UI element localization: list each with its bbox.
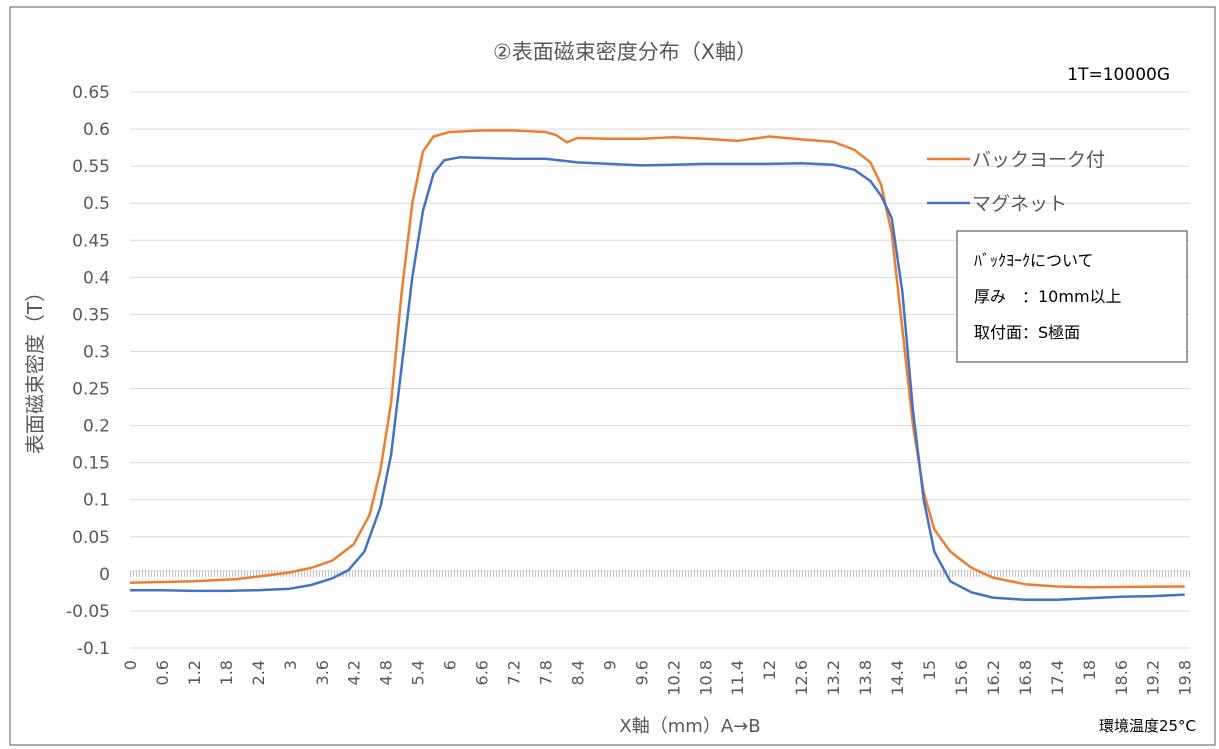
- y-tick-label: 0.45: [72, 231, 110, 251]
- x-tick-label: 2.4: [249, 660, 268, 685]
- x-tick-label: 9.6: [632, 660, 651, 685]
- y-tick-label: 0.4: [83, 268, 110, 288]
- x-tick-label: 4.8: [377, 660, 396, 685]
- series-line-backyoke: [129, 129, 1185, 589]
- zero-band: [130, 570, 1190, 577]
- x-tick-label: 14.4: [888, 660, 907, 696]
- legend: バックヨーク付 マグネット: [927, 149, 1105, 215]
- info-box-heading: ﾊﾞｯｸﾖｰｸについて: [974, 251, 1094, 270]
- x-tick-label: 19.8: [1176, 660, 1195, 696]
- x-tick-label: 17.4: [1048, 660, 1067, 696]
- chart-border: [9, 6, 1216, 746]
- x-tick-label: 13.8: [856, 660, 875, 696]
- temperature-note: 環境温度25°C: [1099, 717, 1196, 735]
- x-tick-label: 16.2: [984, 660, 1003, 696]
- x-tick-label: 11.4: [728, 660, 747, 696]
- series-lines: [129, 129, 1185, 602]
- info-box-line1: 厚み ：10mm以上: [974, 287, 1122, 306]
- y-tick-label: 0.2: [83, 417, 110, 437]
- x-tick-label: 18.6: [1112, 660, 1131, 696]
- x-tick-label: 0.6: [153, 660, 172, 685]
- x-tick-label: 7.2: [505, 660, 524, 685]
- x-tick-labels: 0 0.6 1.2 1.8 2.4 3 3.6 4.2 4.8 5.4 6 6.6 7.2 7.8 8.4 9…: [121, 660, 1195, 696]
- y-axis-label: 表面磁束密度（T）: [23, 282, 47, 454]
- y-tick-label: 0.3: [83, 342, 110, 362]
- x-tick-label: 6: [441, 660, 460, 670]
- x-tick-label: 7.8: [536, 660, 555, 685]
- x-tick-label: 15: [920, 660, 939, 680]
- x-tick-label: 15.6: [952, 660, 971, 696]
- y-tick-label: 0: [99, 565, 110, 585]
- gridlines: [130, 91, 1190, 649]
- y-tick-label: 0.25: [72, 380, 110, 400]
- x-tick-label: 3.6: [313, 660, 332, 685]
- y-tick-labels: 0.65 0.6 0.55 0.5 0.45 0.4 0.35 0.3 0.25 0.2 0.15 0…: [66, 83, 110, 659]
- x-tick-label: 10.8: [696, 660, 715, 696]
- x-tick-label: 1.2: [185, 660, 204, 685]
- x-tick-label: 18: [1080, 660, 1099, 680]
- series-line-magnet: [130, 155, 1185, 602]
- y-tick-label: 0.55: [72, 157, 110, 177]
- y-tick-label: 0.6: [83, 120, 110, 140]
- info-box-frame: [956, 230, 1188, 363]
- x-tick-label: 9: [600, 660, 619, 670]
- x-tick-label: 5.4: [409, 660, 428, 685]
- y-tick-label: 0.1: [83, 491, 110, 511]
- chart-title: ②表面磁束密度分布（X軸）: [493, 40, 757, 64]
- legend-label-backyoke: バックヨーク付: [972, 149, 1105, 171]
- y-tick-label: 0.05: [72, 528, 110, 548]
- y-tick-label: -0.1: [77, 639, 110, 659]
- x-tick-label: 3: [281, 660, 300, 670]
- x-tick-label: 19.2: [1144, 660, 1163, 696]
- x-tick-label: 12.6: [792, 660, 811, 696]
- y-tick-label: 0.65: [72, 83, 110, 103]
- x-tick-label: 12: [760, 660, 779, 680]
- x-tick-label: 6.6: [473, 660, 492, 685]
- y-tick-label: -0.05: [66, 602, 110, 622]
- backyoke-info-box: ﾊﾞｯｸﾖｰｸについて 厚み ：10mm以上 取付面：S極面: [956, 230, 1188, 363]
- unit-note: 1T=10000G: [1067, 65, 1170, 85]
- x-tick-label: 16.8: [1016, 660, 1035, 696]
- y-tick-label: 0.35: [72, 305, 110, 325]
- y-tick-label: 0.5: [83, 194, 110, 214]
- x-tick-label: 4.2: [345, 660, 364, 685]
- x-tick-label: 13.2: [824, 660, 843, 696]
- x-tick-label: 1.8: [217, 660, 236, 685]
- x-tick-label: 10.2: [664, 660, 683, 696]
- x-tick-label: 0: [121, 660, 140, 670]
- x-axis-label: X軸（mm）A→B: [619, 716, 760, 737]
- x-tick-label: 8.4: [568, 660, 587, 685]
- legend-label-magnet: マグネット: [972, 193, 1067, 215]
- y-tick-label: 0.15: [72, 454, 110, 474]
- info-box-line2: 取付面：S極面: [974, 323, 1080, 342]
